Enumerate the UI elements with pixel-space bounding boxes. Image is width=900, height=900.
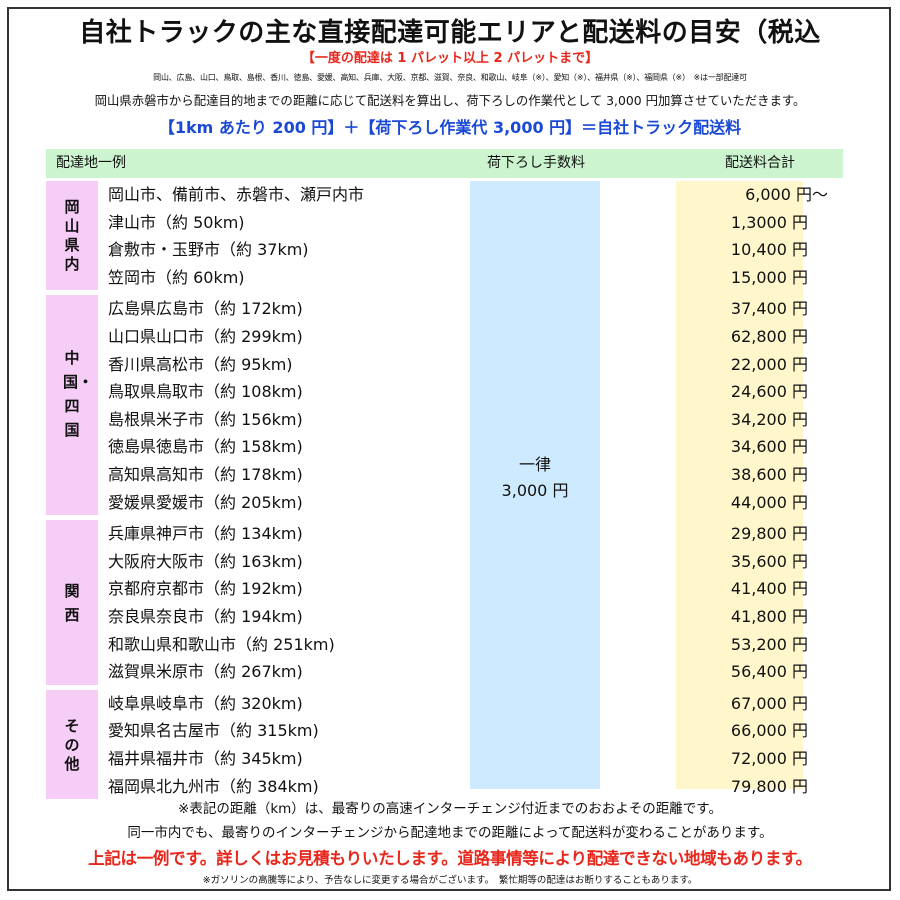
price-cell: 29,800 円 xyxy=(730,524,808,544)
table-row: 高知県高知市（約 178km) 38,600 円 xyxy=(0,461,900,489)
table-row: 奈良県奈良市（約 194km) 41,800 円 xyxy=(0,603,900,631)
city-cell: 岡山市、備前市、赤磐市、瀬戸内市 xyxy=(108,185,365,204)
price-cell: 34,200 円 xyxy=(730,409,808,429)
city-cell: 津山市（約 50km) xyxy=(108,212,245,232)
city-cell: 大阪府大阪市（約 163km) xyxy=(108,551,303,571)
price-cell: 44,000 円 xyxy=(730,492,808,512)
region-label: その他 xyxy=(64,716,80,773)
region-label: 岡山県内 xyxy=(64,198,80,274)
region-block xyxy=(46,181,98,291)
variation-note: 同一市内でも、最寄りのインターチェンジから配達地までの距離によって配送料が変わる… xyxy=(127,825,773,841)
price-cell: 79,800 円 xyxy=(730,776,808,796)
price-cell: 22,000 円 xyxy=(730,354,808,374)
table-row: 倉敷市・玉野市（約 37km) 10,400 円 xyxy=(0,236,900,264)
city-cell: 福井県福井市（約 345km) xyxy=(108,749,303,768)
table-row: 津山市（約 50km) 1,3000 円 xyxy=(0,209,900,237)
city-cell: 島根県米子市（約 156km) xyxy=(108,409,303,429)
price-cell: 67,000 円 xyxy=(730,693,808,713)
table-row: 鳥取県鳥取市（約 108km) 24,600 円 xyxy=(0,378,900,406)
price-cell: 62,800 円 xyxy=(730,327,808,346)
price-cell: 6,000 円～ xyxy=(745,185,828,204)
price-cell: 15,000 円 xyxy=(730,267,808,287)
unloading-fee-line1: 一律 xyxy=(518,455,551,474)
unloading-fee-column xyxy=(470,181,600,789)
header-unloading-fee: 荷下ろし手数料 xyxy=(487,155,585,171)
price-cell: 1,3000 円 xyxy=(730,212,808,232)
price-cell: 56,400 円 xyxy=(730,662,808,682)
price-cell: 10,400 円 xyxy=(730,240,808,260)
city-cell: 笠岡市（約 60km) xyxy=(108,267,245,287)
header-destination: 配達地一例 xyxy=(56,155,126,171)
price-cell: 34,600 円 xyxy=(730,437,808,457)
table-row: 福岡県北九州市（約 384km) 79,800 円 xyxy=(0,773,900,801)
fee-formula: 【1km あたり 200 円】＋【荷下ろし作業代 3,000 円】＝自社トラック… xyxy=(158,118,742,137)
table-row: 山口県山口市（約 299km) 62,800 円 xyxy=(0,323,900,351)
city-cell: 愛知県名古屋市（約 315km) xyxy=(108,721,319,741)
city-cell: 鳥取県鳥取市（約 108km) xyxy=(108,382,303,402)
price-cell: 66,000 円 xyxy=(730,721,808,741)
price-cell: 38,600 円 xyxy=(730,465,808,484)
total-column xyxy=(676,181,803,789)
table-row: 島根県米子市（約 156km) 34,200 円 xyxy=(0,406,900,434)
price-cell: 35,600 円 xyxy=(730,551,808,571)
price-cell: 53,200 円 xyxy=(730,634,808,654)
region-block xyxy=(46,295,98,516)
table-row: 広島県広島市（約 172km) 37,400 円 xyxy=(0,295,900,323)
fuel-note: ※ガソリンの高騰等により、予告なしに変更する場合がございます。 繁忙期等の配達は… xyxy=(202,875,698,886)
city-cell: 京都府京都市（約 192km) xyxy=(108,579,303,599)
city-cell: 山口県山口市（約 299km) xyxy=(108,327,303,346)
pallet-limit-note: 【一度の配達は 1 パレット以上 2 パレットまで】 xyxy=(301,51,599,66)
city-cell: 愛媛県愛媛市（約 205km) xyxy=(108,492,303,512)
table-row: 徳島県徳島市（約 158km) 34,600 円 xyxy=(0,433,900,461)
price-cell: 41,400 円 xyxy=(730,579,808,599)
region-label: 中国・四国 xyxy=(63,348,94,439)
table-row: 京都府京都市（約 192km) 41,400 円 xyxy=(0,575,900,603)
price-cell: 37,400 円 xyxy=(730,299,808,319)
table-row: 福井県福井市（約 345km) 72,000 円 xyxy=(0,745,900,773)
table-row: 愛媛県愛媛市（約 205km) 44,000 円 xyxy=(0,489,900,517)
table-row: 香川県高松市（約 95km) 22,000 円 xyxy=(0,351,900,379)
city-cell: 高知県高知市（約 178km) xyxy=(108,465,303,484)
table-row: 岡山市、備前市、赤磐市、瀬戸内市 6,000 円～ xyxy=(0,181,900,209)
table-row: 岐阜県岐阜市（約 320km) 67,000 円 xyxy=(0,690,900,718)
city-cell: 岐阜県岐阜市（約 320km) xyxy=(108,693,303,713)
header-total: 配送料合計 xyxy=(725,155,795,171)
table-row: 滋賀県米原市（約 267km) 56,400 円 xyxy=(0,658,900,686)
price-cell: 24,600 円 xyxy=(730,382,808,402)
page-frame xyxy=(7,7,891,891)
price-cell: 72,000 円 xyxy=(730,749,808,768)
estimate-warning: 上記は一例です。詳しくはお見積もりいたします。道路事情等により配達できない地域も… xyxy=(88,849,812,868)
city-cell: 滋賀県米原市（約 267km) xyxy=(108,662,303,682)
city-cell: 奈良県奈良市（約 194km) xyxy=(108,607,303,626)
city-cell: 和歌山県和歌山市（約 251km) xyxy=(108,634,335,654)
table-row: 愛知県名古屋市（約 315km) 66,000 円 xyxy=(0,717,900,745)
city-cell: 香川県高松市（約 95km) xyxy=(108,354,293,374)
region-block xyxy=(46,520,98,685)
unloading-fee-line2: 3,000 円 xyxy=(501,481,569,500)
region-block xyxy=(46,689,98,800)
fee-explanation: 岡山県赤磐市から配達目的地までの距離に応じて配送料を算出し、荷下ろしの作業代とし… xyxy=(94,93,806,108)
city-cell: 徳島県徳島市（約 158km) xyxy=(108,437,303,457)
price-cell: 41,800 円 xyxy=(730,607,808,626)
table-header-bar xyxy=(46,149,843,178)
city-cell: 福岡県北九州市（約 384km) xyxy=(108,776,319,796)
city-cell: 倉敷市・玉野市（約 37km) xyxy=(108,240,309,260)
unloading-fee-value: 一律 3,000 円 xyxy=(470,452,600,504)
city-cell: 広島県広島市（約 172km) xyxy=(108,299,303,319)
city-cell: 兵庫県神戸市（約 134km) xyxy=(108,524,303,544)
table-row: 兵庫県神戸市（約 134km) 29,800 円 xyxy=(0,520,900,548)
distance-note: ※表記の距離（km）は、最寄りの高速インターチェンジ付近までのおおよその距離です… xyxy=(178,801,722,817)
region-label: 関西 xyxy=(64,582,80,624)
page-title: 自社トラックの主な直接配達可能エリアと配送料の目安（税込 xyxy=(79,18,821,48)
delivery-area-list: 岡山、広島、山口、鳥取、島根、香川、徳島、愛媛、高知、兵庫、大阪、京都、滋賀、奈… xyxy=(153,73,747,82)
table-row: 大阪府大阪市（約 163km) 35,600 円 xyxy=(0,548,900,576)
table-row: 笠岡市（約 60km) 15,000 円 xyxy=(0,264,900,292)
table-row: 和歌山県和歌山市（約 251km) 53,200 円 xyxy=(0,631,900,659)
